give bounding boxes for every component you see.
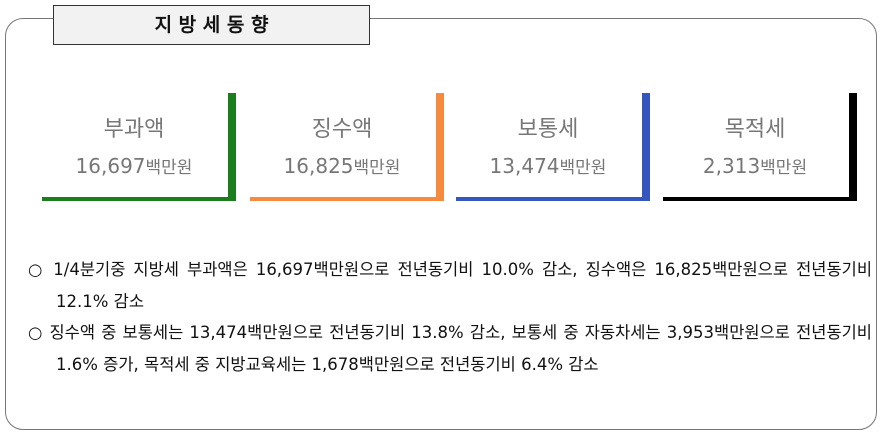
card-label: 부과액: [103, 117, 165, 142]
card: 부과액 16,697백만원: [42, 93, 236, 201]
card-value: 2,313백만원: [663, 153, 847, 178]
value-unit: 백만원: [353, 158, 401, 178]
card: 징수액 16,825백만원: [250, 93, 444, 201]
card-label: 보통세: [517, 117, 579, 142]
card-bar: [849, 93, 857, 201]
value-unit: 백만원: [559, 158, 607, 178]
card-value: 13,474백만원: [456, 153, 640, 178]
card-value: 16,697백만원: [42, 153, 226, 178]
value-number: 2,313: [702, 154, 761, 178]
card-value: 16,825백만원: [250, 153, 434, 178]
card-label: 징수액: [311, 117, 373, 142]
card-underline: [42, 197, 236, 201]
frame: [5, 18, 877, 430]
value-number: 16,697: [75, 154, 146, 178]
value-number: 13,474: [489, 154, 560, 178]
card-underline: [456, 197, 650, 201]
value-number: 16,825: [283, 154, 354, 178]
card-bar: [228, 93, 236, 201]
card: 보통세 13,474백만원: [456, 93, 650, 201]
card-underline: [663, 197, 857, 201]
card: 목적세 2,313백만원: [663, 93, 857, 201]
card-bar: [436, 93, 444, 201]
card-label: 목적세: [724, 117, 786, 142]
card-underline: [250, 197, 444, 201]
title: 지 방 세 동 향: [53, 5, 370, 45]
bullet: ○ 징수액 중 보통세는 13,474백만원으로 전년동기비 13.8% 감소,…: [28, 323, 872, 374]
bullets: ○ 1/4분기중 지방세 부과액은 16,697백만원으로 전년동기비 10.0…: [28, 254, 872, 380]
card-bar: [642, 93, 650, 201]
value-unit: 백만원: [145, 158, 193, 178]
bullet: ○ 1/4분기중 지방세 부과액은 16,697백만원으로 전년동기비 10.0…: [28, 260, 872, 311]
value-unit: 백만원: [760, 158, 808, 178]
